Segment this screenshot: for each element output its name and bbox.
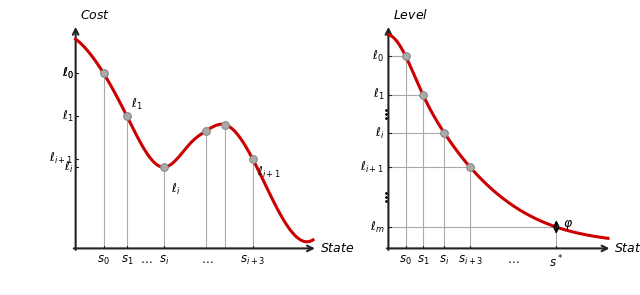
- Text: $\ell_1$: $\ell_1$: [372, 87, 384, 102]
- Text: $\cdots$: $\cdots$: [140, 254, 153, 267]
- Text: $s_{i+3}$: $s_{i+3}$: [458, 254, 483, 267]
- Text: $s_i$: $s_i$: [439, 254, 449, 267]
- Text: $\ell_{i+1}$: $\ell_{i+1}$: [257, 165, 281, 180]
- Text: $State$: $State$: [320, 242, 355, 255]
- Text: $\ell_0$: $\ell_0$: [61, 66, 74, 81]
- Text: $\cdots$: $\cdots$: [201, 254, 213, 267]
- Text: $\ell_i$: $\ell_i$: [171, 182, 180, 197]
- Text: $\cdots$: $\cdots$: [507, 254, 520, 267]
- Text: $s^*$: $s^*$: [549, 254, 563, 270]
- Text: $s_0$: $s_0$: [97, 254, 110, 267]
- Text: $s_{i+3}$: $s_{i+3}$: [240, 254, 265, 267]
- Text: $\ell_0$: $\ell_0$: [61, 66, 74, 81]
- Text: $s_1$: $s_1$: [120, 254, 133, 267]
- Text: $Level$: $Level$: [393, 8, 428, 22]
- Text: $\ell_{i+1}$: $\ell_{i+1}$: [49, 151, 74, 166]
- Text: $\ell_m$: $\ell_m$: [370, 219, 384, 235]
- Text: $s_0$: $s_0$: [399, 254, 412, 267]
- Text: $\ell_1$: $\ell_1$: [62, 109, 74, 124]
- Text: $\varphi$: $\varphi$: [563, 218, 573, 232]
- Text: $\ell_1$: $\ell_1$: [131, 96, 143, 112]
- Text: $s_1$: $s_1$: [417, 254, 429, 267]
- Text: $\ell_i$: $\ell_i$: [375, 125, 384, 141]
- Text: $\ell_i$: $\ell_i$: [64, 160, 74, 175]
- Text: $\ell_{i+1}$: $\ell_{i+1}$: [360, 160, 384, 175]
- Text: $State$: $State$: [614, 242, 640, 255]
- Text: $s_i$: $s_i$: [159, 254, 169, 267]
- Text: $Cost$: $Cost$: [80, 9, 111, 22]
- Text: $\ell_0$: $\ell_0$: [372, 49, 384, 64]
